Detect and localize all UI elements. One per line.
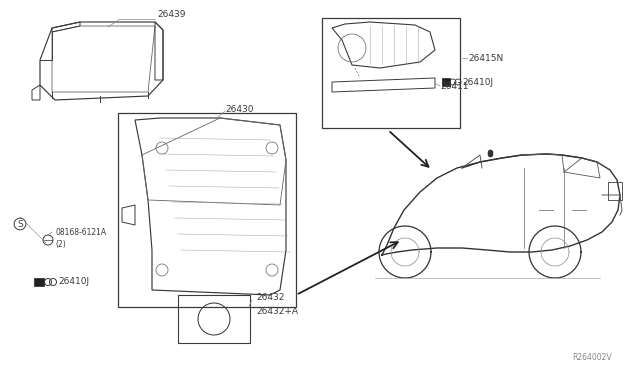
Text: 26439: 26439 bbox=[157, 10, 186, 19]
Text: 26432+A: 26432+A bbox=[256, 308, 298, 317]
Text: 26410J: 26410J bbox=[462, 77, 493, 87]
Text: 26415N: 26415N bbox=[468, 54, 503, 62]
Text: 26410J: 26410J bbox=[58, 278, 89, 286]
Text: 26430: 26430 bbox=[225, 105, 253, 113]
Bar bbox=[118, 113, 296, 307]
Text: S: S bbox=[17, 219, 23, 228]
Bar bbox=[608, 182, 622, 200]
Bar bbox=[322, 18, 460, 128]
Text: 26432: 26432 bbox=[256, 294, 284, 302]
Polygon shape bbox=[34, 278, 44, 286]
Text: 26411: 26411 bbox=[440, 81, 468, 90]
Polygon shape bbox=[442, 78, 450, 86]
Text: R264002V: R264002V bbox=[572, 353, 612, 362]
Text: (2): (2) bbox=[55, 240, 66, 248]
Text: 08168-6121A: 08168-6121A bbox=[55, 228, 106, 237]
